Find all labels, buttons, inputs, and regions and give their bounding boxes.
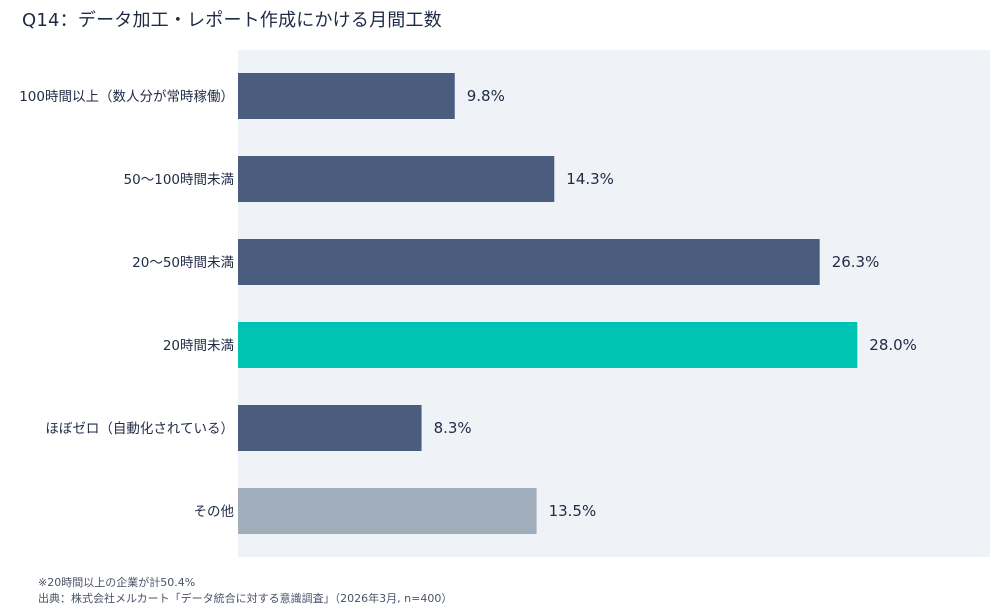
- data-label: 8.3%: [434, 419, 472, 437]
- bar: [238, 73, 455, 119]
- category-label: 20時間未満: [163, 338, 234, 354]
- bar: [238, 322, 858, 368]
- data-label: 13.5%: [549, 502, 597, 520]
- footnote-note: ※20時間以上の企業が計50.4%: [38, 576, 196, 589]
- category-label: 50〜100時間未満: [124, 172, 234, 188]
- bar: [238, 405, 422, 451]
- plot-background: [238, 50, 990, 557]
- data-label: 9.8%: [467, 87, 505, 105]
- bar: [238, 156, 555, 202]
- footnote-source: 出典：株式会社メルカート「データ統合に対する意識調査」（2026年3月, n=4…: [38, 592, 453, 605]
- bar: [238, 488, 537, 534]
- data-label: 14.3%: [566, 170, 614, 188]
- data-label: 26.3%: [832, 253, 880, 271]
- bars-layer: 100時間以上（数人分が常時稼働） 9.8% 50〜100時間未満 14.3% 20〜5…: [19, 73, 917, 534]
- data-label: 28.0%: [869, 336, 917, 354]
- category-label: 100時間以上（数人分が常時稼働）: [19, 89, 234, 105]
- bar: [238, 239, 820, 285]
- chart-title: Q14：データ加工・レポート作成にかける月間工数: [22, 10, 442, 31]
- category-label: ほぼゼロ（自動化されている）: [45, 421, 234, 437]
- category-label: その他: [194, 504, 235, 520]
- category-label: 20〜50時間未満: [132, 255, 234, 271]
